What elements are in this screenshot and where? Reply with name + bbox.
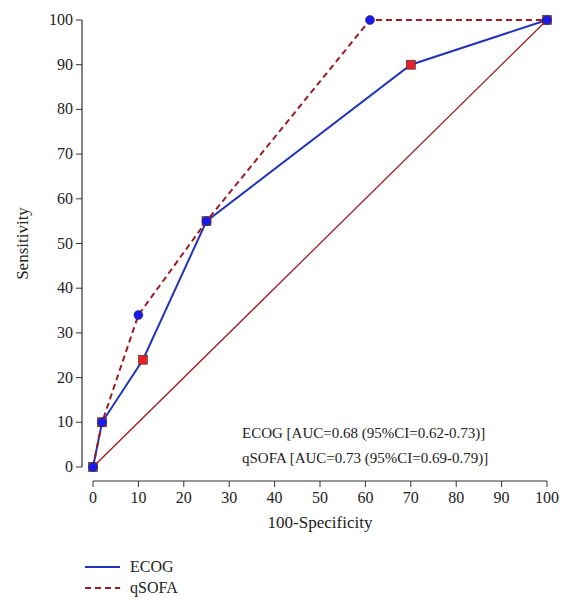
x-tick-label: 30 xyxy=(221,489,237,506)
series-marker xyxy=(138,355,147,364)
series-marker xyxy=(98,418,107,427)
y-tick-label: 20 xyxy=(57,369,73,386)
series-marker xyxy=(202,217,211,226)
series-marker xyxy=(98,418,107,427)
y-tick xyxy=(76,422,82,423)
series-marker xyxy=(89,463,98,472)
y-tick xyxy=(76,377,82,378)
x-tick xyxy=(365,481,366,487)
y-tick-label: 50 xyxy=(57,235,73,252)
y-tick xyxy=(76,109,82,110)
x-tick-label: 10 xyxy=(130,489,146,506)
x-tick xyxy=(93,481,94,487)
y-tick xyxy=(76,332,82,333)
y-tick xyxy=(76,20,82,21)
x-tick xyxy=(501,481,502,487)
x-tick xyxy=(138,481,139,487)
legend-label: ECOG xyxy=(130,558,174,575)
y-tick-label: 10 xyxy=(57,413,73,430)
y-tick xyxy=(76,198,82,199)
x-tick-label: 100 xyxy=(535,489,559,506)
y-tick-label: 100 xyxy=(49,11,73,28)
series-line xyxy=(93,20,547,467)
y-tick-label: 0 xyxy=(65,458,73,475)
y-tick xyxy=(76,288,82,289)
series-marker xyxy=(543,16,552,25)
series-marker xyxy=(543,16,552,25)
x-tick xyxy=(547,481,548,487)
y-tick-label: 30 xyxy=(57,324,73,341)
x-tick xyxy=(274,481,275,487)
legend-label: qSOFA xyxy=(130,579,178,597)
x-tick-label: 60 xyxy=(357,489,373,506)
y-tick-label: 60 xyxy=(57,190,73,207)
y-tick xyxy=(76,467,82,468)
x-tick xyxy=(320,481,321,487)
series-marker xyxy=(365,16,374,25)
y-tick-label: 90 xyxy=(57,56,73,73)
annotation: ECOG [AUC=0.68 (95%CI=0.62-0.73)] xyxy=(242,425,485,442)
x-tick-label: 20 xyxy=(176,489,192,506)
x-tick xyxy=(183,481,184,487)
legend-swatch xyxy=(85,566,120,568)
x-tick-label: 40 xyxy=(267,489,283,506)
y-axis-label: Sensitivity xyxy=(13,207,32,280)
x-tick xyxy=(410,481,411,487)
series-marker xyxy=(406,60,415,69)
series-marker xyxy=(89,463,98,472)
y-tick xyxy=(76,154,82,155)
chart: 0 10 20 30 40 50 60 70 80 90 100 0 10 20 30 40 50 60 70 80 9… xyxy=(0,0,564,613)
x-axis-label: 100-Specificity xyxy=(268,513,373,532)
plot-area xyxy=(89,16,552,472)
y-tick xyxy=(76,64,82,65)
x-tick-label: 80 xyxy=(448,489,464,506)
y-tick-label: 40 xyxy=(57,279,73,296)
x-tick-label: 0 xyxy=(89,489,97,506)
y-tick-label: 80 xyxy=(57,100,73,117)
series-marker xyxy=(202,217,211,226)
series-line xyxy=(93,20,547,467)
x-tick-label: 50 xyxy=(312,489,328,506)
y-tick xyxy=(76,243,82,244)
legend-swatch xyxy=(85,587,120,589)
y-tick-label: 70 xyxy=(57,145,73,162)
x-tick-label: 70 xyxy=(403,489,419,506)
x-tick xyxy=(456,481,457,487)
annotation: qSOFA [AUC=0.73 (95%CI=0.69-0.79)] xyxy=(242,450,488,467)
reference-line xyxy=(93,20,547,467)
x-tick-label: 90 xyxy=(494,489,510,506)
series-marker xyxy=(134,311,143,320)
x-tick xyxy=(229,481,230,487)
